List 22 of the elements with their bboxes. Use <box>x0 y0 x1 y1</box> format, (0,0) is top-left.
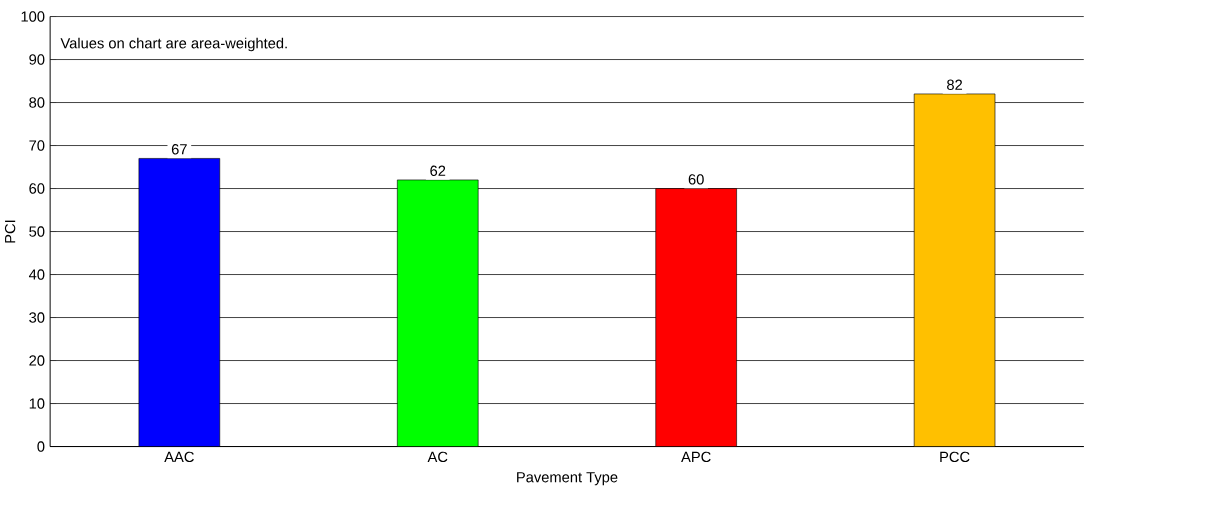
y-tick-label: 50 <box>29 226 45 237</box>
y-tick-label: 20 <box>29 355 45 366</box>
y-tick-label: 60 <box>29 183 45 194</box>
y-tick-label: 30 <box>29 312 45 323</box>
y-tick-label: 10 <box>29 398 45 409</box>
y-tick-label: 80 <box>29 97 45 108</box>
data-label: 62 <box>430 165 446 176</box>
annotation: Values on chart are area-weighted. <box>60 37 287 52</box>
data-label: 60 <box>688 174 704 185</box>
x-tick-label: APC <box>681 451 711 462</box>
data-label: 67 <box>171 143 187 155</box>
x-axis-title: Pavement Type <box>517 471 618 486</box>
y-tick-label: 70 <box>29 140 45 151</box>
data-label: 82 <box>947 79 963 90</box>
y-tick-label: 0 <box>37 441 45 452</box>
y-tick-label: 100 <box>21 11 45 22</box>
y-axis-title: PCI <box>4 220 16 243</box>
y-tick-label: 90 <box>29 54 45 65</box>
x-tick-label: AAC <box>164 451 194 462</box>
y-tick-label: 40 <box>28 269 45 280</box>
x-tick-label: PCC <box>940 451 970 462</box>
x-tick-label: AC <box>427 451 448 462</box>
